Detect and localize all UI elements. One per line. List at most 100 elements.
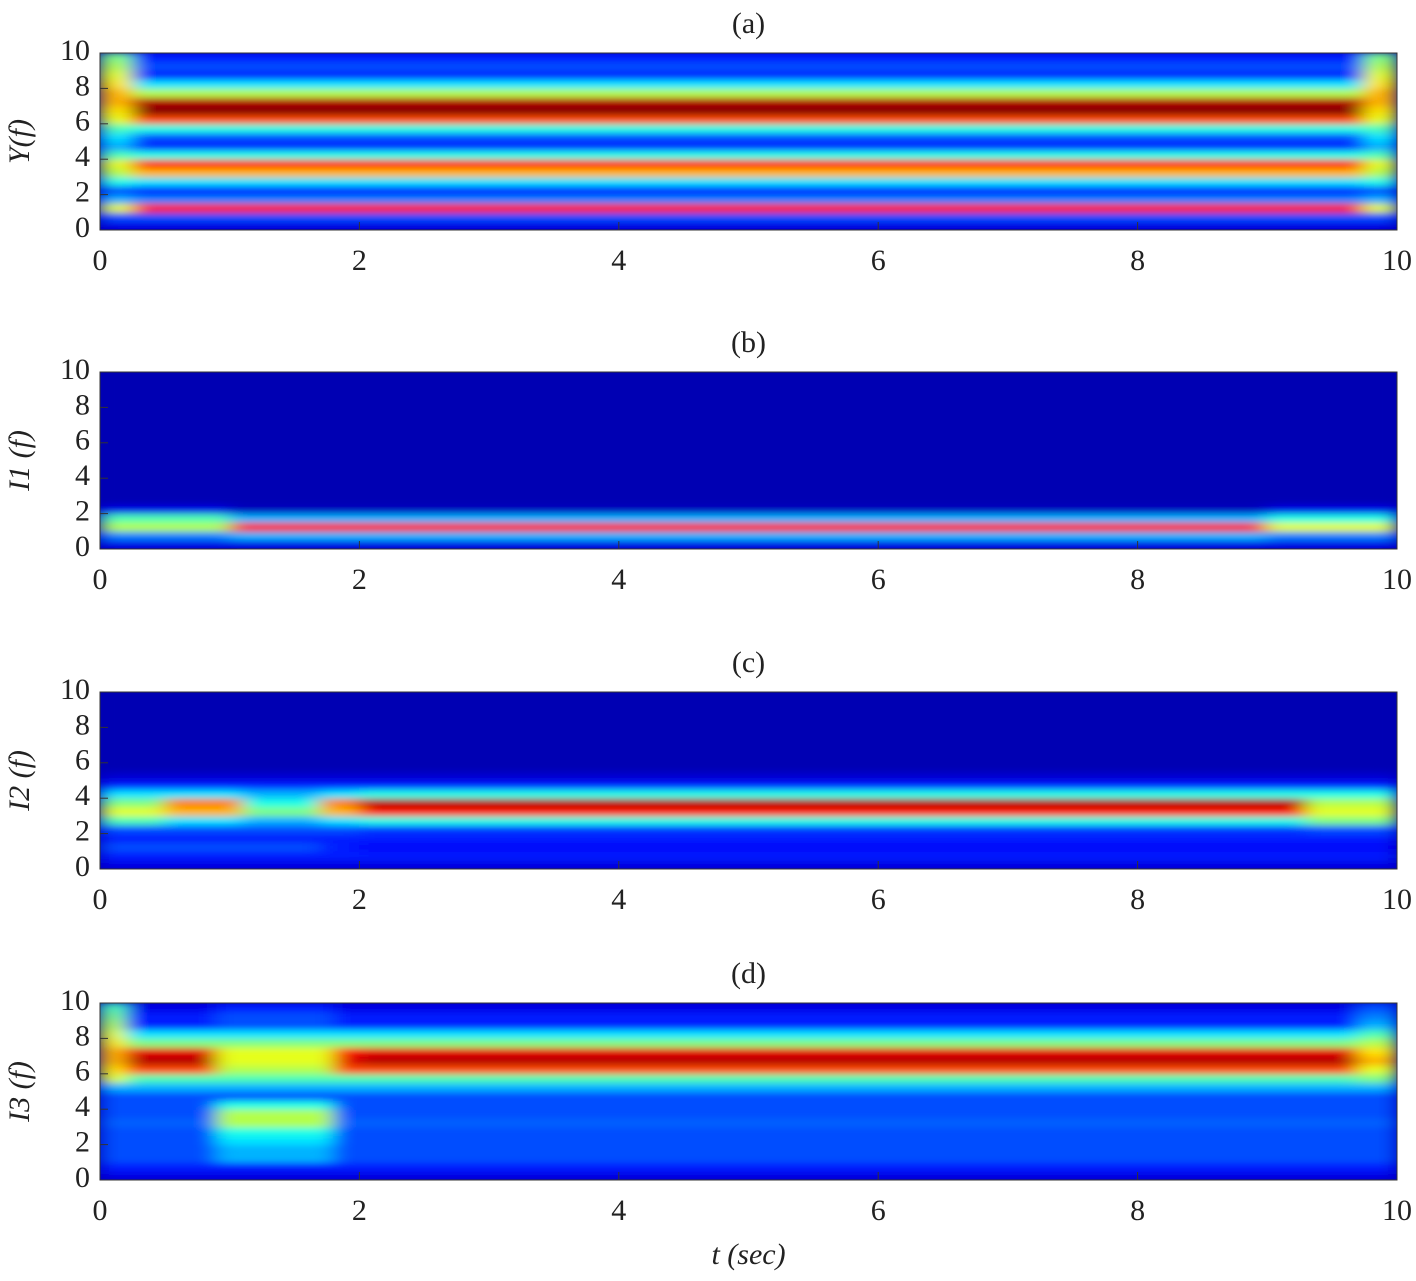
heat-cell xyxy=(125,1073,218,1084)
heat-cell xyxy=(358,1152,1359,1163)
heat-cell xyxy=(1305,753,1397,764)
y-tick-label: 10 xyxy=(60,984,90,1017)
heat-cell xyxy=(1305,762,1397,773)
x-tick-label: 2 xyxy=(352,244,367,277)
heat-cell xyxy=(100,833,166,843)
y-tick-label: 2 xyxy=(75,494,90,527)
heat-cell xyxy=(164,780,244,790)
heat-cell xyxy=(332,1126,360,1137)
heat-cell xyxy=(125,1003,218,1013)
x-tick-label: 10 xyxy=(1382,883,1412,916)
heat-cell xyxy=(216,1091,334,1101)
x-tick-label: 0 xyxy=(93,244,108,277)
heat-cell xyxy=(100,797,166,808)
heat-cell xyxy=(164,692,244,702)
heat-cell xyxy=(358,1046,1359,1057)
heat-cell xyxy=(1305,841,1397,852)
x-tick-label: 10 xyxy=(1382,244,1412,277)
heat-cell xyxy=(242,735,321,746)
heat-cell xyxy=(229,504,1268,515)
heat-cell xyxy=(1305,815,1397,826)
y-tick-label: 4 xyxy=(75,459,90,492)
heat-cell xyxy=(100,850,166,861)
heat-cell xyxy=(100,1117,127,1128)
heat-cell xyxy=(1364,70,1397,81)
heatmap xyxy=(100,692,1397,869)
heat-cell xyxy=(131,194,1366,204)
heat-cell xyxy=(358,815,1307,826)
heat-cell xyxy=(1305,709,1397,720)
heat-cell xyxy=(1266,424,1397,435)
heat-cell xyxy=(358,797,1307,808)
heat-cell xyxy=(358,841,1307,852)
heat-cell xyxy=(131,61,1366,72)
axes-frame xyxy=(99,371,1398,550)
heat-cell xyxy=(1364,167,1397,178)
y-tick-label: 4 xyxy=(75,140,90,173)
heat-cell xyxy=(125,1170,218,1180)
heat-cell xyxy=(216,1073,334,1084)
heat-cell xyxy=(1364,202,1397,213)
heat-cell xyxy=(164,726,244,737)
heat-cell xyxy=(332,1020,360,1031)
heat-cell xyxy=(1266,539,1397,549)
heat-cell xyxy=(100,442,231,453)
heat-cell xyxy=(1357,1037,1397,1048)
heat-cell xyxy=(100,372,231,382)
heat-cell xyxy=(100,859,166,869)
heat-cell xyxy=(164,700,244,711)
heat-cell xyxy=(1357,1170,1397,1180)
heat-cell xyxy=(100,700,166,711)
heat-cell xyxy=(100,1108,127,1119)
heat-cell xyxy=(358,1117,1359,1128)
heat-cell xyxy=(1364,87,1397,98)
heat-cell xyxy=(319,850,360,861)
heat-cell xyxy=(216,1020,334,1031)
heat-cell xyxy=(100,53,133,63)
heat-cell xyxy=(100,1003,127,1013)
heat-cell xyxy=(1266,389,1397,400)
cells xyxy=(100,372,1397,549)
heat-cell xyxy=(1266,433,1397,444)
heat-cell xyxy=(1364,158,1397,169)
heat-cell xyxy=(1357,1064,1397,1075)
heat-cell xyxy=(131,79,1366,89)
heat-cell xyxy=(100,530,231,541)
y-tick-label: 8 xyxy=(75,69,90,102)
heat-cell xyxy=(100,185,133,196)
heat-cell xyxy=(100,105,133,116)
heat-cell xyxy=(358,1099,1359,1110)
heat-cell xyxy=(216,1108,334,1119)
heat-cell xyxy=(242,788,321,799)
heat-cell xyxy=(100,726,166,737)
heat-cell xyxy=(332,1135,360,1146)
x-tick-label: 2 xyxy=(352,1194,367,1227)
heat-cell xyxy=(100,753,166,764)
heat-cell xyxy=(100,1073,127,1084)
x-tick-label: 2 xyxy=(352,883,367,916)
heat-cell xyxy=(242,709,321,720)
heat-cell xyxy=(229,513,1268,523)
panel-title: (a) xyxy=(732,7,765,40)
heat-cell xyxy=(100,735,166,746)
heat-cell xyxy=(1305,850,1397,861)
heat-cell xyxy=(125,1152,218,1163)
heat-cell xyxy=(358,1003,1359,1013)
panel-title: (d) xyxy=(731,957,766,990)
heat-cell xyxy=(1305,859,1397,869)
heat-cell xyxy=(1305,771,1397,781)
heat-cell xyxy=(100,70,133,81)
heat-cell xyxy=(332,1064,360,1075)
x-tick-label: 6 xyxy=(871,1194,886,1227)
heat-cell xyxy=(1364,211,1397,222)
heat-cell xyxy=(216,1099,334,1110)
y-tick-label: 10 xyxy=(60,673,90,706)
heat-cell xyxy=(100,1011,127,1022)
y-tick-label: 4 xyxy=(75,779,90,812)
x-tick-label: 10 xyxy=(1382,1194,1412,1227)
heat-cell xyxy=(125,1117,218,1128)
heat-cell xyxy=(242,726,321,737)
heat-cell xyxy=(100,380,231,391)
